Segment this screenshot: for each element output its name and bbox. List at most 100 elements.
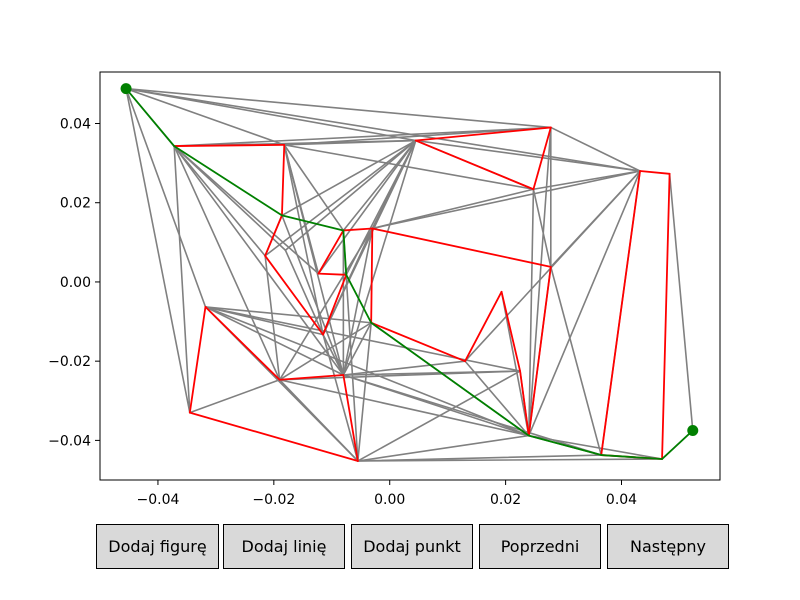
x-axis: −0.04 −0.02 0.00 0.02 0.04 xyxy=(136,480,637,508)
obstacle-edge xyxy=(370,227,374,324)
previous-button[interactable]: Poprzedni xyxy=(479,524,601,569)
graph-edge xyxy=(342,360,466,376)
obstacle-edge xyxy=(532,126,552,191)
obstacle-edge xyxy=(204,305,281,381)
obstacle-edge xyxy=(342,374,359,462)
x-tick-label: 0.02 xyxy=(490,492,521,508)
graph-edge xyxy=(278,378,359,462)
path-segment xyxy=(173,145,283,217)
graph-edge xyxy=(464,170,641,362)
add-line-button[interactable]: Dodaj linię xyxy=(223,524,345,569)
graph-edge xyxy=(173,145,281,381)
obstacle-edge xyxy=(278,374,345,381)
graph-edge xyxy=(668,173,694,432)
graph-edge xyxy=(527,126,552,437)
obstacle-edge xyxy=(264,214,283,257)
path-segment xyxy=(527,434,603,456)
add-shape-button[interactable]: Dodaj figurę xyxy=(96,524,219,569)
graph-edge xyxy=(264,254,281,381)
graph-edge xyxy=(283,144,535,191)
x-tick-label: −0.02 xyxy=(252,492,295,508)
obstacle-edge xyxy=(527,265,552,437)
graph-edge xyxy=(550,126,641,172)
y-axis: −0.04 −0.02 0.00 0.02 0.04 xyxy=(48,116,100,449)
graph-edge xyxy=(125,87,207,308)
graph-edge xyxy=(281,139,417,217)
endpoint-marker xyxy=(120,83,132,95)
obstacle-edge xyxy=(317,229,345,275)
y-tick-label: −0.04 xyxy=(48,433,91,449)
obstacle-edge xyxy=(188,305,207,414)
graph-edge xyxy=(322,333,345,376)
path-segment xyxy=(661,429,694,460)
graph-edge xyxy=(283,144,324,336)
graph-edge xyxy=(414,139,641,172)
x-tick-label: 0.00 xyxy=(374,492,405,508)
path-segment xyxy=(342,229,348,276)
graph-edge xyxy=(342,139,417,376)
graph-edge xyxy=(173,145,345,376)
next-button[interactable]: Następny xyxy=(607,524,729,569)
graph-edge xyxy=(204,306,530,437)
obstacle-edges xyxy=(173,126,671,462)
graph-edge xyxy=(278,321,372,381)
graph-edge xyxy=(204,306,521,372)
graph-edge xyxy=(173,126,552,147)
obstacle-edge xyxy=(600,170,641,456)
path-segment xyxy=(281,214,345,232)
obstacle-edge xyxy=(322,273,348,336)
graph-edge xyxy=(322,227,374,336)
obstacle-edge xyxy=(661,172,671,460)
endpoint-marker xyxy=(687,424,699,436)
graph-edge xyxy=(357,321,372,462)
graph-edge xyxy=(357,458,663,462)
obstacle-edge xyxy=(317,272,348,276)
obstacle-edge xyxy=(281,143,286,217)
add-point-button[interactable]: Dodaj punkt xyxy=(351,524,473,569)
graph-edge xyxy=(342,139,417,232)
graph-edge xyxy=(278,370,521,381)
graph-edge xyxy=(550,266,603,456)
y-tick-label: 0.00 xyxy=(60,275,91,291)
graph-edge xyxy=(500,291,530,437)
obstacle-edge xyxy=(500,290,521,372)
graph-edge xyxy=(284,139,417,252)
graph-edge xyxy=(532,188,552,268)
graph-edge xyxy=(283,144,345,232)
graph-edge xyxy=(464,360,530,437)
graph-edge xyxy=(125,87,552,129)
obstacle-edge xyxy=(370,321,466,363)
obstacle-edge xyxy=(464,290,503,363)
graph-edge xyxy=(125,87,286,146)
graph-edge xyxy=(204,306,372,324)
graph-edge xyxy=(204,306,345,376)
obstacle-edge xyxy=(173,143,286,147)
y-tick-label: 0.02 xyxy=(60,196,91,212)
graph-edge xyxy=(283,144,345,376)
x-tick-label: 0.04 xyxy=(606,492,637,508)
graph-edge xyxy=(527,170,641,437)
graph-edge xyxy=(173,145,320,275)
path-segment xyxy=(370,321,530,437)
path-segment xyxy=(600,454,663,460)
graph-edge xyxy=(278,378,530,437)
obstacle-edge xyxy=(264,254,324,336)
graph-edge xyxy=(342,374,603,456)
path-endpoints xyxy=(120,83,699,436)
graph-edge xyxy=(173,145,191,414)
graph-edge xyxy=(125,87,191,414)
graph-edge xyxy=(189,378,281,414)
y-tick-label: −0.02 xyxy=(48,354,91,370)
graph-edge xyxy=(342,321,372,376)
graph-edge xyxy=(283,126,552,146)
graph-edge xyxy=(317,139,417,275)
path-segment xyxy=(125,87,176,147)
shortest-path xyxy=(125,87,694,460)
y-tick-label: 0.04 xyxy=(60,116,91,132)
graph-edge xyxy=(371,170,641,230)
obstacle-edge xyxy=(371,227,552,268)
graph-edge xyxy=(281,214,345,376)
axes-frame xyxy=(99,71,721,481)
obstacle-edge xyxy=(188,411,359,462)
